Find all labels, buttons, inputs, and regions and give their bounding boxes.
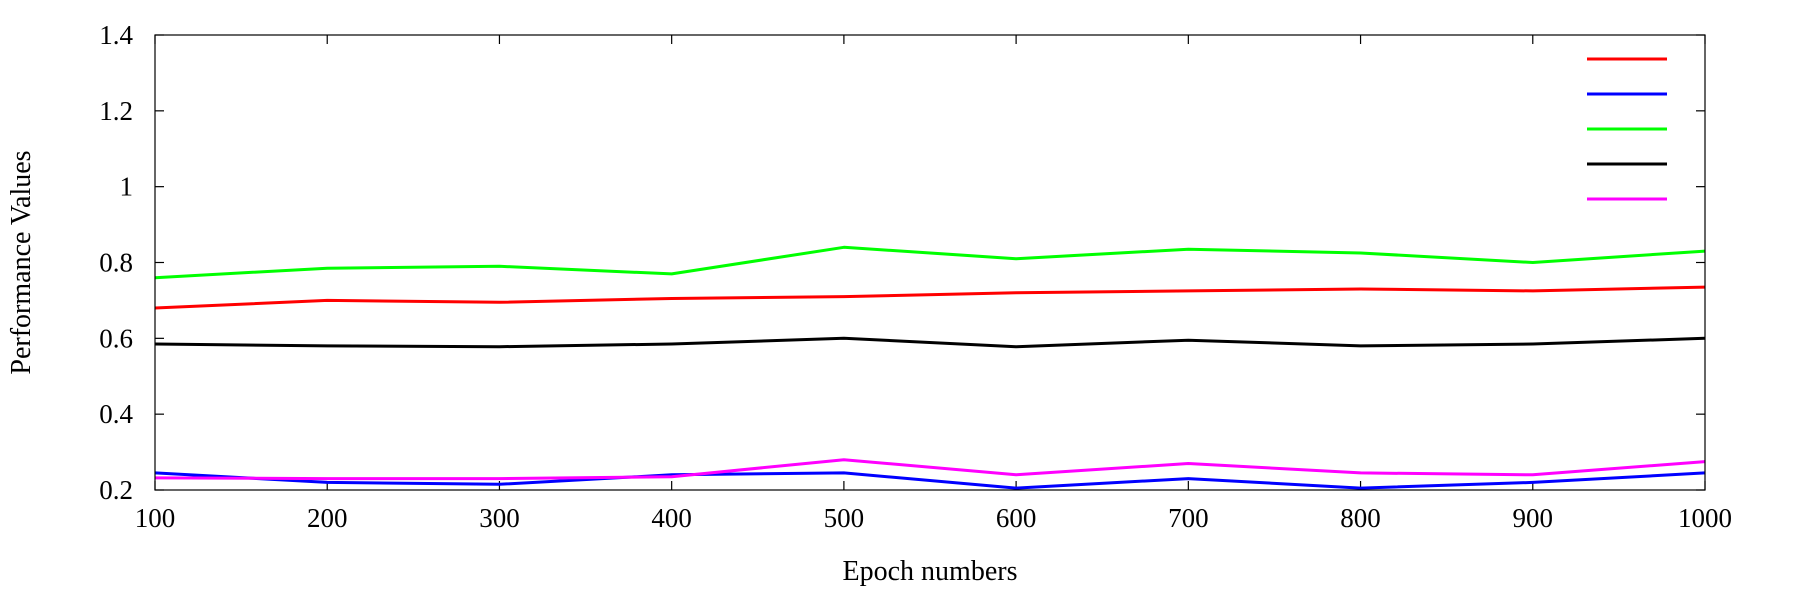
series-line-5 <box>154 458 1706 481</box>
x-tick-label: 700 <box>1168 503 1209 533</box>
x-tick-label: 800 <box>1340 503 1381 533</box>
series-line-4 <box>154 336 1706 349</box>
series-line-1 <box>154 285 1706 310</box>
x-tick-label: 1000 <box>1678 503 1732 533</box>
x-tick-label: 100 <box>135 503 176 533</box>
y-tick-label: 0.6 <box>99 323 133 353</box>
y-tick-label: 0.2 <box>99 475 133 505</box>
series-lines <box>154 245 1706 490</box>
plot-frame <box>154 34 1706 491</box>
x-tick-label: 300 <box>479 503 520 533</box>
y-tick-label: 1 <box>120 172 134 202</box>
x-tick-label: 900 <box>1513 503 1554 533</box>
y-tick-label: 1.4 <box>99 20 133 50</box>
x-tick-label: 200 <box>307 503 348 533</box>
y-axis-label: Performance Values <box>6 150 37 374</box>
y-tick-label: 1.2 <box>99 96 133 126</box>
y-tick-label: 0.8 <box>99 248 133 278</box>
series-line-2 <box>154 471 1706 490</box>
legend <box>1587 57 1667 201</box>
x-tick-label: 500 <box>824 503 865 533</box>
series-line-3 <box>154 245 1706 280</box>
x-tick-label: 400 <box>651 503 692 533</box>
axis-ticks: 100 200 300 400 500 600 700 800 900 1000 0.2 0.4 0.6… <box>99 20 1732 533</box>
x-tick-label: 600 <box>996 503 1037 533</box>
y-tick-label: 0.4 <box>99 399 133 429</box>
x-axis-label: Epoch numbers <box>843 556 1018 587</box>
